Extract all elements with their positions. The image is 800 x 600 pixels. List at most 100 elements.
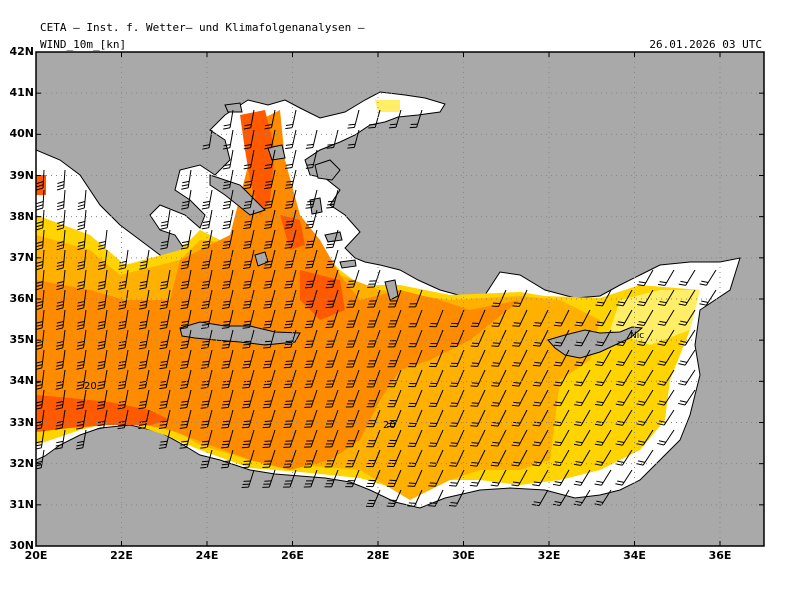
wind-barb [325, 349, 339, 368]
institution-title: CETA — Inst. f. Wetter— und Klimafolgena… [40, 21, 365, 34]
wind-barb [491, 369, 507, 387]
wind-barb [449, 469, 465, 487]
lat-label-42N: 42N [9, 45, 34, 58]
wind-barb [284, 209, 297, 229]
wind-barb [263, 309, 276, 329]
wind-barb [36, 269, 45, 291]
wind-barb [490, 449, 507, 467]
wind-barb [325, 329, 339, 348]
wind-barb [97, 229, 108, 251]
wind-barb [56, 289, 66, 311]
valid-time: 26.01.2026 03 UTC [649, 38, 762, 51]
wind-barb [139, 269, 150, 290]
wind-barb [242, 249, 255, 269]
wind-barb [573, 429, 591, 447]
wind-barb [304, 349, 318, 369]
wind-barb [222, 129, 234, 150]
wind-barb [138, 389, 150, 410]
wind-barb [678, 269, 696, 286]
wind-barb [284, 149, 297, 170]
wind-barb [325, 269, 339, 289]
wind-barb [305, 209, 318, 229]
wind-barb [138, 289, 150, 310]
wind-barb [222, 209, 234, 230]
wind-barb [325, 309, 339, 329]
wind-barb [594, 429, 612, 446]
wind-barb [283, 429, 297, 448]
wind-barb [181, 169, 192, 190]
wind-barb [449, 329, 465, 348]
wind-barb [55, 369, 66, 390]
wind-barb [470, 389, 486, 407]
wind-barb [305, 129, 318, 149]
wind-barb [594, 389, 612, 407]
lon-label-24E: 24E [195, 549, 219, 562]
wind-barb [532, 329, 549, 347]
wind-barb [595, 309, 612, 327]
wind-barb [512, 329, 528, 347]
wind-barb [616, 289, 633, 307]
wind-barb [242, 389, 255, 409]
lon-label-34E: 34E [623, 549, 646, 562]
lon-label-26E: 26E [281, 549, 304, 562]
wind-barb [366, 449, 381, 468]
wind-barb [222, 189, 234, 210]
wind-barb [657, 369, 675, 386]
wind-barb [97, 369, 108, 390]
wind-barb [97, 329, 108, 350]
wind-barb [615, 429, 633, 446]
wind-barb [304, 369, 318, 388]
wind-barb [325, 249, 339, 269]
wind-barb [77, 229, 87, 251]
wind-barb [201, 189, 213, 210]
wind-barb [262, 469, 276, 488]
wind-barb [678, 349, 696, 366]
wind-barb [304, 289, 318, 309]
wind-barb [678, 329, 696, 346]
wind-barb [324, 429, 339, 448]
wind-barb [304, 269, 318, 289]
wind-barb [158, 429, 171, 449]
wind-barb [409, 109, 423, 129]
wind-barb [180, 289, 192, 310]
wind-barb [533, 309, 549, 327]
wind-barb [55, 389, 66, 410]
wind-barb [594, 469, 612, 486]
lat-label-38N: 38N [9, 209, 34, 223]
wind-barb [386, 489, 402, 507]
wind-barb [97, 269, 108, 290]
wind-barb [304, 309, 318, 329]
wind-barb [491, 349, 507, 367]
wind-barb [222, 229, 234, 250]
wind-barb [36, 209, 45, 231]
wind-barb [264, 129, 276, 150]
wind-barb [429, 329, 444, 348]
wind-barb [636, 409, 654, 426]
wind-barb [532, 469, 549, 487]
wind-barb [77, 249, 87, 271]
wind-barb [221, 389, 234, 409]
wind-barb [636, 429, 654, 446]
wind-barb [304, 429, 318, 448]
wind-barb [367, 289, 381, 308]
wind-barb [532, 489, 549, 507]
lon-label-30E: 30E [452, 549, 475, 562]
wind-barb [179, 389, 192, 409]
islands [179, 102, 644, 359]
wind-barb [387, 369, 402, 388]
wind-barb [407, 489, 423, 507]
wind-barb [284, 229, 297, 249]
wind-barb [76, 349, 87, 370]
wind-barb [284, 289, 297, 309]
wind-barb [221, 349, 234, 369]
wind-barb [574, 329, 591, 347]
wind-barb [180, 349, 192, 370]
thasos-island [224, 102, 243, 113]
wind-barb [553, 309, 570, 327]
wind-barb [387, 289, 402, 308]
wind-barb [408, 369, 423, 388]
wind-barb [490, 409, 507, 427]
wind-barb [202, 129, 213, 150]
wind-barb [56, 189, 66, 211]
